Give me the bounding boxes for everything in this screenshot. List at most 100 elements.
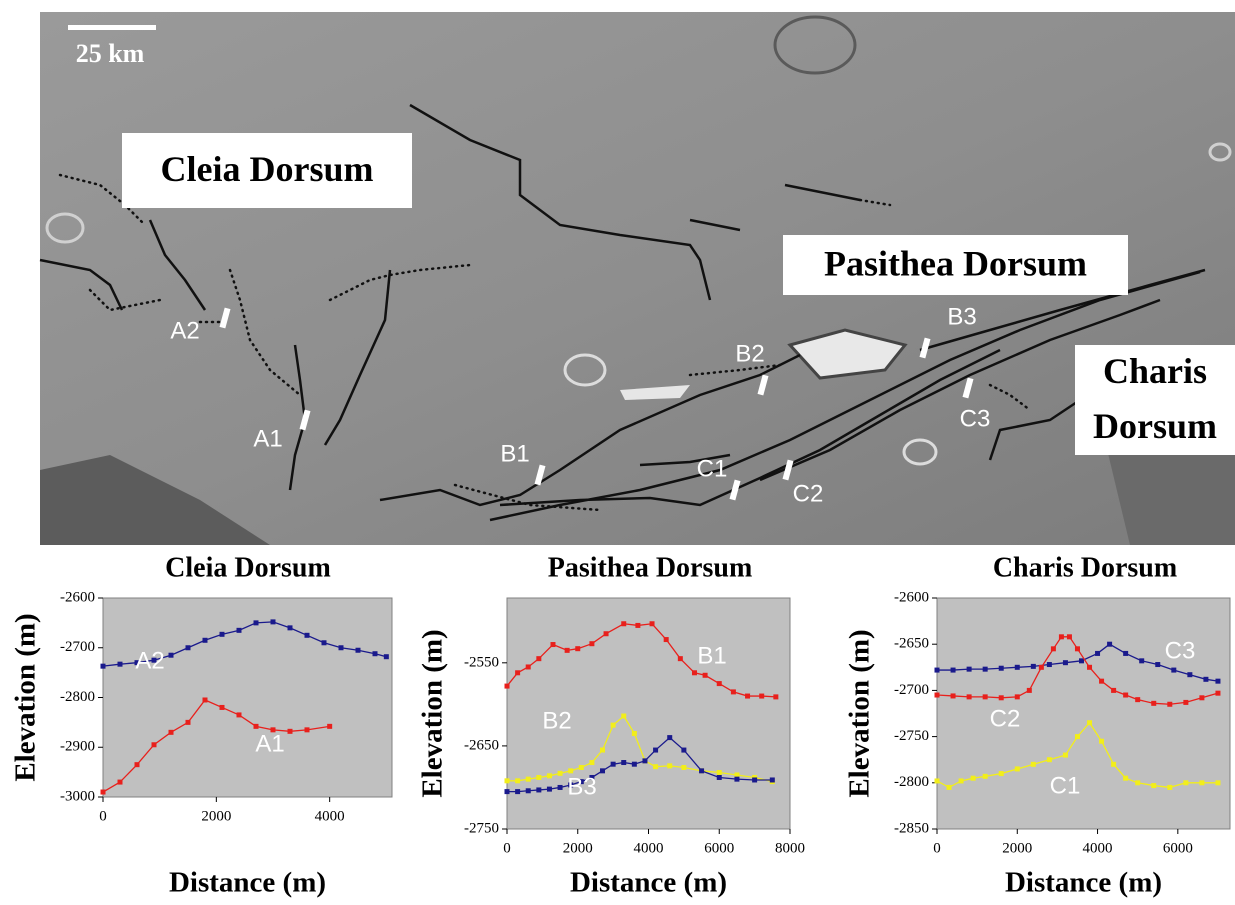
chart-title: Cleia Dorsum: [165, 552, 331, 583]
data-point: [373, 651, 378, 656]
x-tick-label: 4000: [1083, 840, 1113, 856]
data-point: [1095, 651, 1100, 656]
data-point: [526, 788, 531, 793]
data-point: [339, 645, 344, 650]
data-point: [642, 758, 647, 763]
profile-label: B1: [500, 440, 529, 467]
y-tick-label: -2550: [464, 654, 499, 670]
data-point: [632, 762, 637, 767]
data-point: [1047, 662, 1052, 667]
profile-label: A1: [253, 425, 282, 452]
series-label: B1: [697, 642, 726, 669]
data-point: [681, 748, 686, 753]
x-tick-label: 6000: [1163, 840, 1193, 856]
y-tick-label: -2650: [464, 737, 499, 753]
data-point: [600, 768, 605, 773]
data-point: [1039, 665, 1044, 670]
data-point: [101, 790, 106, 795]
data-point: [565, 648, 570, 653]
data-point: [589, 641, 594, 646]
data-point: [515, 778, 520, 783]
data-point: [505, 778, 510, 783]
series-label: B2: [542, 707, 571, 734]
data-point: [1015, 694, 1020, 699]
data-point: [1111, 762, 1116, 767]
data-point: [667, 735, 672, 740]
data-point: [935, 693, 940, 698]
data-point: [699, 768, 704, 773]
data-point: [505, 789, 510, 794]
data-point: [1199, 780, 1204, 785]
data-point: [101, 664, 106, 669]
data-point: [678, 656, 683, 661]
data-point: [653, 764, 658, 769]
data-point: [653, 748, 658, 753]
data-point: [1087, 720, 1092, 725]
plot-area: [103, 598, 392, 797]
data-point: [951, 693, 956, 698]
data-point: [1203, 677, 1208, 682]
data-point: [1079, 658, 1084, 663]
data-point: [536, 787, 541, 792]
data-point: [621, 760, 626, 765]
x-axis-title: Distance (m): [1005, 867, 1162, 899]
x-tick-label: 0: [933, 840, 941, 856]
series-label: A2: [135, 647, 164, 674]
data-point: [237, 628, 242, 633]
x-axis-title: Distance (m): [169, 867, 326, 899]
y-tick-label: -2800: [60, 689, 95, 705]
series-label: B3: [567, 773, 596, 800]
data-point: [384, 654, 389, 659]
data-point: [1031, 664, 1036, 669]
data-point: [579, 765, 584, 770]
data-point: [650, 621, 655, 626]
data-point: [1075, 646, 1080, 651]
data-point: [935, 778, 940, 783]
data-point: [547, 787, 552, 792]
data-point: [1087, 665, 1092, 670]
data-point: [951, 668, 956, 673]
data-point: [305, 727, 310, 732]
y-tick-label: -2600: [60, 589, 95, 605]
data-point: [1063, 660, 1068, 665]
data-point: [1215, 780, 1220, 785]
data-point: [1051, 646, 1056, 651]
series-label: C2: [990, 705, 1021, 732]
data-point: [558, 771, 563, 776]
data-point: [526, 664, 531, 669]
data-point: [635, 623, 640, 628]
data-point: [1107, 642, 1112, 647]
data-point: [169, 653, 174, 658]
x-tick-label: 6000: [704, 840, 734, 856]
data-point: [220, 632, 225, 637]
data-point: [1167, 785, 1172, 790]
x-tick-label: 2000: [563, 840, 593, 856]
data-point: [186, 720, 191, 725]
data-point: [731, 689, 736, 694]
chart-title: Charis Dorsum: [993, 552, 1177, 583]
data-point: [1031, 762, 1036, 767]
data-point: [692, 670, 697, 675]
y-tick-label: -2600: [894, 589, 929, 605]
data-point: [632, 731, 637, 736]
data-point: [152, 742, 157, 747]
profile-label: C3: [960, 405, 991, 432]
data-point: [604, 631, 609, 636]
x-tick-label: 4000: [634, 840, 664, 856]
data-point: [515, 670, 520, 675]
data-point: [611, 723, 616, 728]
data-point: [547, 773, 552, 778]
data-point: [505, 684, 510, 689]
data-point: [621, 713, 626, 718]
data-point: [1067, 634, 1072, 639]
data-point: [1183, 700, 1188, 705]
data-point: [575, 646, 580, 651]
x-axis-title: Distance (m): [570, 867, 727, 899]
series-label: C1: [1050, 772, 1081, 799]
data-point: [703, 673, 708, 678]
data-point: [1123, 776, 1128, 781]
data-point: [237, 712, 242, 717]
data-point: [983, 667, 988, 672]
data-point: [1183, 780, 1188, 785]
y-tick-label: -2700: [894, 682, 929, 698]
